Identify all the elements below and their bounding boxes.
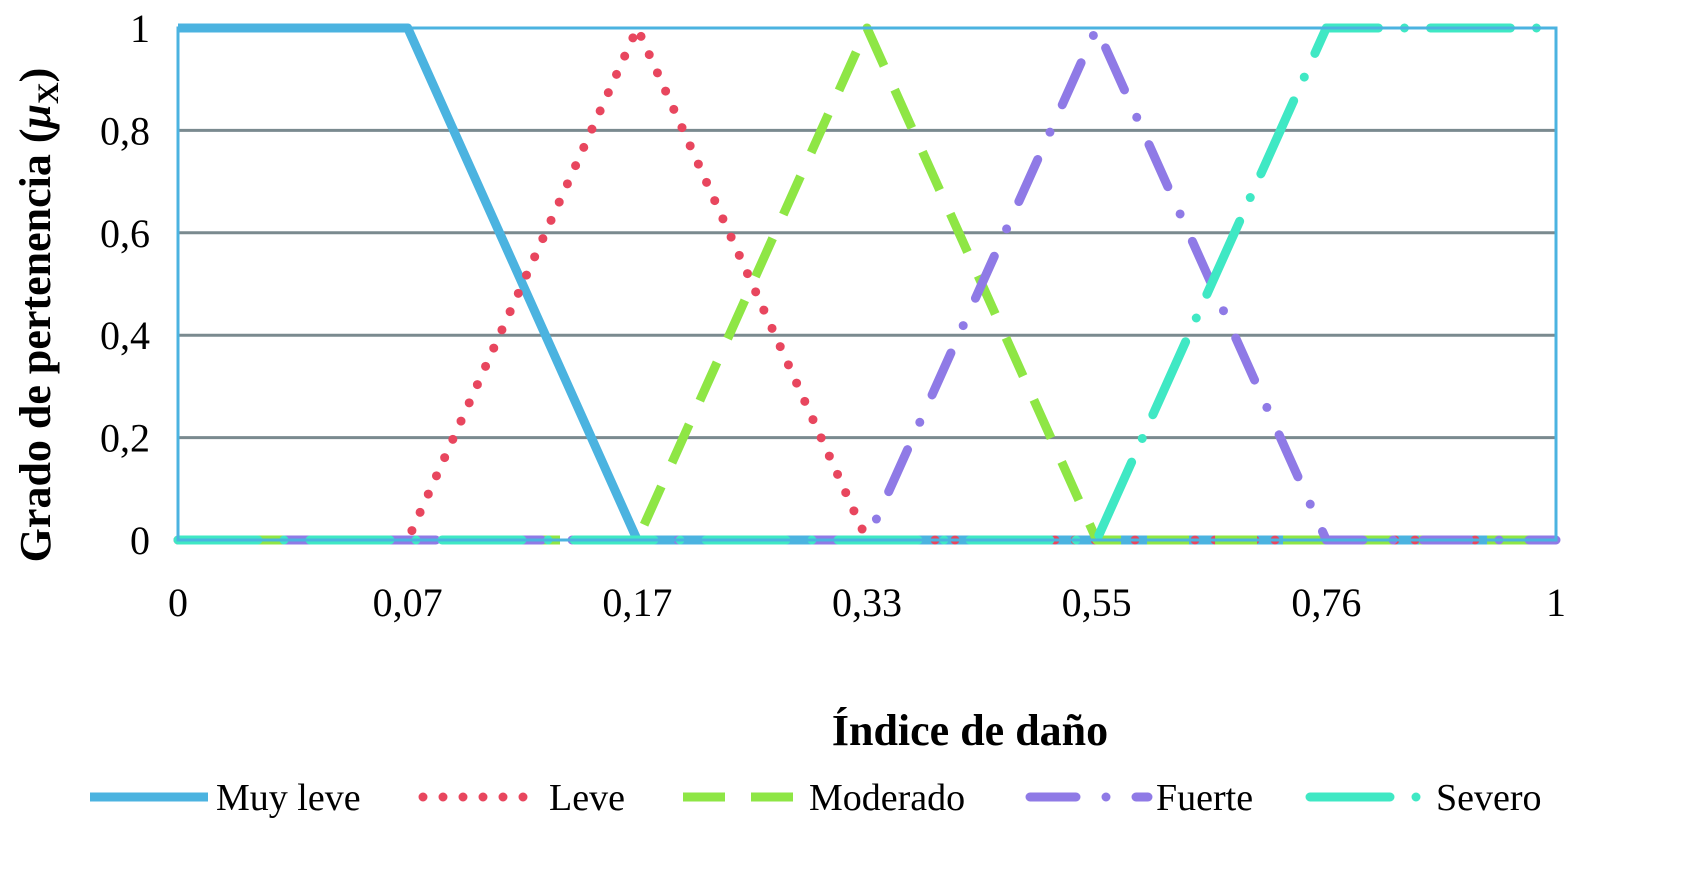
legend-label-4: Severo	[1436, 777, 1542, 819]
x-axis-title: Índice de daño	[832, 706, 1108, 755]
plot-area-frame	[176, 26, 1558, 542]
x-tick-labels: 0 0,07 0,17 0,33 0,55 0,76 1	[168, 580, 1566, 625]
y-axis-title-mu: μ	[11, 104, 60, 130]
y-tick-label-1: 0,2	[100, 416, 150, 461]
x-tick-label-5: 0,76	[1291, 580, 1361, 625]
legend-label-2: Moderado	[809, 777, 965, 819]
y-axis-title-close: )	[11, 68, 60, 83]
y-axis-title: Grado de pertenencia (μX)	[11, 68, 65, 563]
y-axis-title-main: Grado de pertenencia (	[11, 129, 60, 563]
y-tick-labels: 0 0,2 0,4 0,6 0,8 1	[100, 6, 150, 563]
x-tick-label-2: 0,17	[602, 580, 672, 625]
legend-label-0: Muy leve	[216, 777, 361, 819]
y-axis-title-sub: X	[32, 82, 65, 104]
y-tick-label-5: 1	[130, 6, 150, 51]
legend: Muy leve Leve Moderado Fuerte Severo	[90, 777, 1542, 819]
x-tick-label-0: 0	[168, 580, 188, 625]
y-tick-label-2: 0,4	[100, 313, 150, 358]
legend-label-1: Leve	[549, 777, 625, 819]
y-tick-label-3: 0,6	[100, 211, 150, 256]
y-tick-label-0: 0	[130, 518, 150, 563]
x-tick-label-6: 1	[1546, 580, 1566, 625]
x-tick-label-4: 0,55	[1062, 580, 1132, 625]
y-tick-label-4: 0,8	[100, 108, 150, 153]
legend-label-3: Fuerte	[1156, 777, 1253, 819]
x-tick-label-3: 0,33	[832, 580, 902, 625]
x-tick-label-1: 0,07	[373, 580, 443, 625]
